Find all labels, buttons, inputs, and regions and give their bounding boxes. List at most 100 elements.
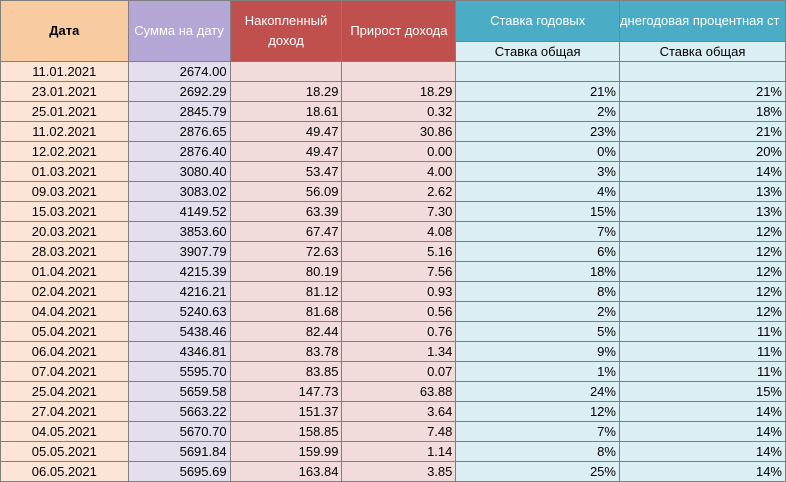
- cell-sum[interactable]: 4149.52: [127, 201, 231, 222]
- cell-sum[interactable]: 5659.58: [127, 381, 231, 402]
- cell-rate[interactable]: 24%: [455, 381, 620, 402]
- cell-accumulated[interactable]: 158.85: [229, 421, 343, 442]
- cell-increase[interactable]: 0.32: [341, 101, 457, 122]
- cell-accumulated[interactable]: 82.44: [229, 321, 343, 342]
- cell-accumulated[interactable]: 80.19: [229, 261, 343, 282]
- cell-avg-rate[interactable]: 14%: [618, 161, 786, 182]
- cell-accumulated[interactable]: 151.37: [229, 401, 343, 422]
- header-accumulated[interactable]: Накопленный доход: [229, 0, 343, 62]
- header-annual-rate[interactable]: Ставка годовых: [455, 0, 620, 42]
- cell-increase[interactable]: [341, 61, 457, 82]
- cell-increase[interactable]: 5.16: [341, 241, 457, 262]
- cell-date[interactable]: 06.04.2021: [0, 341, 129, 362]
- cell-increase[interactable]: 30.86: [341, 121, 457, 142]
- cell-date[interactable]: 04.05.2021: [0, 421, 129, 442]
- cell-sum[interactable]: 2876.40: [127, 141, 231, 162]
- subheader-avg[interactable]: Ставка общая: [618, 41, 786, 62]
- cell-increase[interactable]: 18.29: [341, 81, 457, 102]
- cell-avg-rate[interactable]: 13%: [618, 181, 786, 202]
- header-sum[interactable]: Сумма на дату: [127, 0, 231, 62]
- cell-date[interactable]: 12.02.2021: [0, 141, 129, 162]
- cell-date[interactable]: 25.01.2021: [0, 101, 129, 122]
- cell-sum[interactable]: 3853.60: [127, 221, 231, 242]
- cell-rate[interactable]: 12%: [455, 401, 620, 422]
- cell-rate[interactable]: 9%: [455, 341, 620, 362]
- cell-avg-rate[interactable]: 14%: [618, 401, 786, 422]
- cell-avg-rate[interactable]: 14%: [618, 441, 786, 462]
- cell-accumulated[interactable]: 49.47: [229, 121, 343, 142]
- cell-date[interactable]: 09.03.2021: [0, 181, 129, 202]
- cell-avg-rate[interactable]: 18%: [618, 101, 786, 122]
- cell-increase[interactable]: 7.30: [341, 201, 457, 222]
- cell-increase[interactable]: 0.56: [341, 301, 457, 322]
- cell-avg-rate[interactable]: 14%: [618, 421, 786, 442]
- cell-increase[interactable]: 0.76: [341, 321, 457, 342]
- cell-date[interactable]: 01.04.2021: [0, 261, 129, 282]
- cell-date[interactable]: 01.03.2021: [0, 161, 129, 182]
- header-date[interactable]: Дата: [0, 0, 129, 62]
- cell-increase[interactable]: 2.62: [341, 181, 457, 202]
- cell-avg-rate[interactable]: 11%: [618, 341, 786, 362]
- cell-increase[interactable]: 0.00: [341, 141, 457, 162]
- subheader-rate[interactable]: Ставка общая: [455, 41, 620, 62]
- cell-avg-rate[interactable]: 13%: [618, 201, 786, 222]
- cell-sum[interactable]: 2692.29: [127, 81, 231, 102]
- cell-rate[interactable]: 7%: [455, 221, 620, 242]
- cell-avg-rate[interactable]: 21%: [618, 121, 786, 142]
- cell-avg-rate[interactable]: 11%: [618, 361, 786, 382]
- cell-sum[interactable]: 3080.40: [127, 161, 231, 182]
- cell-increase[interactable]: 4.00: [341, 161, 457, 182]
- cell-accumulated[interactable]: 81.68: [229, 301, 343, 322]
- cell-sum[interactable]: 5670.70: [127, 421, 231, 442]
- cell-accumulated[interactable]: 53.47: [229, 161, 343, 182]
- cell-date[interactable]: 07.04.2021: [0, 361, 129, 382]
- cell-date[interactable]: 06.05.2021: [0, 461, 129, 482]
- cell-accumulated[interactable]: 67.47: [229, 221, 343, 242]
- cell-sum[interactable]: 5691.84: [127, 441, 231, 462]
- cell-sum[interactable]: 2674.00: [127, 61, 231, 82]
- cell-sum[interactable]: 4215.39: [127, 261, 231, 282]
- cell-rate[interactable]: 7%: [455, 421, 620, 442]
- cell-avg-rate[interactable]: 12%: [618, 301, 786, 322]
- cell-avg-rate[interactable]: 20%: [618, 141, 786, 162]
- cell-sum[interactable]: 4216.21: [127, 281, 231, 302]
- cell-sum[interactable]: 2845.79: [127, 101, 231, 122]
- cell-date[interactable]: 05.04.2021: [0, 321, 129, 342]
- cell-accumulated[interactable]: 49.47: [229, 141, 343, 162]
- cell-sum[interactable]: 4346.81: [127, 341, 231, 362]
- cell-sum[interactable]: 3907.79: [127, 241, 231, 262]
- header-avg-rate[interactable]: днегодовая процентная ст: [618, 0, 786, 42]
- cell-avg-rate[interactable]: 15%: [618, 381, 786, 402]
- cell-rate[interactable]: 15%: [455, 201, 620, 222]
- cell-rate[interactable]: 18%: [455, 261, 620, 282]
- cell-rate[interactable]: 3%: [455, 161, 620, 182]
- cell-increase[interactable]: 63.88: [341, 381, 457, 402]
- cell-avg-rate[interactable]: [618, 61, 786, 82]
- cell-avg-rate[interactable]: 12%: [618, 241, 786, 262]
- cell-avg-rate[interactable]: 11%: [618, 321, 786, 342]
- cell-accumulated[interactable]: [229, 61, 343, 82]
- cell-sum[interactable]: 3083.02: [127, 181, 231, 202]
- cell-increase[interactable]: 7.56: [341, 261, 457, 282]
- cell-rate[interactable]: 5%: [455, 321, 620, 342]
- cell-sum[interactable]: 5595.70: [127, 361, 231, 382]
- cell-rate[interactable]: 2%: [455, 101, 620, 122]
- cell-accumulated[interactable]: 56.09: [229, 181, 343, 202]
- cell-rate[interactable]: 8%: [455, 281, 620, 302]
- cell-accumulated[interactable]: 18.61: [229, 101, 343, 122]
- cell-sum[interactable]: 5695.69: [127, 461, 231, 482]
- cell-rate[interactable]: 2%: [455, 301, 620, 322]
- cell-avg-rate[interactable]: 21%: [618, 81, 786, 102]
- cell-date[interactable]: 28.03.2021: [0, 241, 129, 262]
- cell-date[interactable]: 11.01.2021: [0, 61, 129, 82]
- cell-rate[interactable]: 1%: [455, 361, 620, 382]
- cell-increase[interactable]: 4.08: [341, 221, 457, 242]
- cell-accumulated[interactable]: 159.99: [229, 441, 343, 462]
- cell-avg-rate[interactable]: 12%: [618, 261, 786, 282]
- cell-accumulated[interactable]: 83.85: [229, 361, 343, 382]
- cell-avg-rate[interactable]: 12%: [618, 221, 786, 242]
- cell-increase[interactable]: 3.85: [341, 461, 457, 482]
- cell-accumulated[interactable]: 163.84: [229, 461, 343, 482]
- cell-accumulated[interactable]: 63.39: [229, 201, 343, 222]
- header-increase[interactable]: Прирост дохода: [341, 0, 457, 62]
